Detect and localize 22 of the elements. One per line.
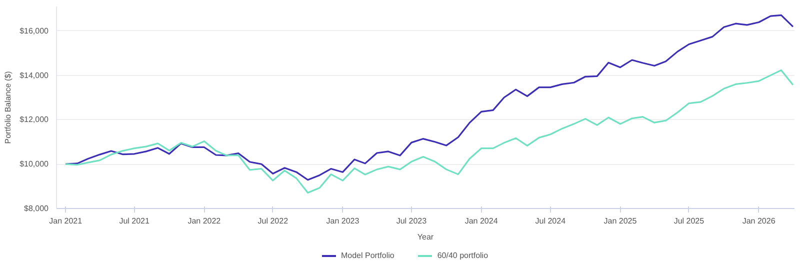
x-tick-label: Jan 2023	[326, 216, 360, 226]
y-tick-label: $16,000	[20, 26, 50, 36]
x-tick-label: Jan 2026	[742, 216, 776, 226]
x-tick-label: Jul 2023	[396, 216, 428, 226]
x-tick-label: Jan 2021	[49, 216, 83, 226]
y-tick-label: $12,000	[20, 115, 50, 124]
x-tick-label: Jul 2025	[674, 216, 705, 226]
x-tick-label: Jul 2021	[119, 216, 150, 226]
x-tick-label: Jan 2022	[188, 216, 222, 226]
x-tick-label: Jul 2022	[258, 216, 289, 226]
line-series	[64, 14, 794, 181]
x-axis-title: Year	[417, 232, 434, 242]
legend-label: Model Portfolio	[340, 250, 394, 262]
x-tick-label: Jul 2024	[535, 216, 566, 226]
y-tick-label: $8,000	[24, 204, 50, 213]
y-tick-label: $10,000	[20, 160, 50, 169]
y-axis-title: Portfolio Balance ($)	[4, 70, 13, 144]
x-tick-label: Jan 2024	[464, 216, 498, 226]
line-series	[64, 69, 794, 194]
legend-label: 60/40 portfolio	[437, 250, 488, 262]
y-tick-label: $14,000	[20, 70, 50, 80]
x-tick-label: Jan 2025	[604, 216, 638, 226]
